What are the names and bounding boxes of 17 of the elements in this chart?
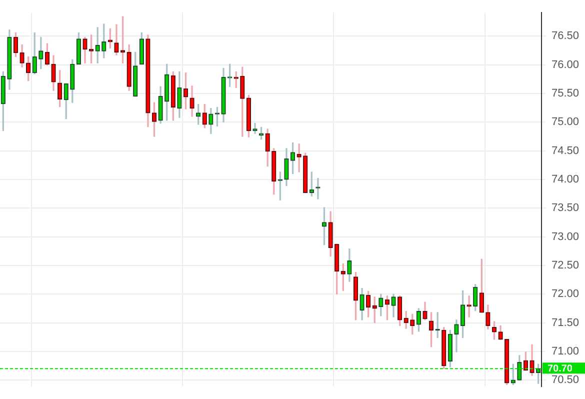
y-tick-label: 71.00 bbox=[551, 345, 580, 358]
y-tick-label: 74.00 bbox=[551, 173, 580, 186]
y-tick-label: 75.00 bbox=[551, 116, 580, 128]
candlestick bbox=[466, 295, 472, 318]
candlestick bbox=[316, 178, 320, 200]
y-tick-label: 75.50 bbox=[551, 87, 580, 100]
ref-line-label: 70.70 bbox=[547, 363, 573, 374]
candlestick bbox=[296, 144, 302, 172]
y-tick-label: 72.50 bbox=[551, 259, 580, 272]
y-tick-label: 73.00 bbox=[551, 230, 580, 243]
y-tick-label: 70.50 bbox=[551, 374, 580, 386]
y-tick-label: 72.00 bbox=[551, 288, 580, 300]
y-tick-label: 76.50 bbox=[551, 30, 580, 42]
y-tick-label: 71.50 bbox=[551, 316, 580, 329]
y-tick-label: 73.50 bbox=[551, 202, 580, 214]
y-tick-label: 76.00 bbox=[551, 58, 580, 71]
y-tick-label: 74.50 bbox=[551, 144, 580, 157]
